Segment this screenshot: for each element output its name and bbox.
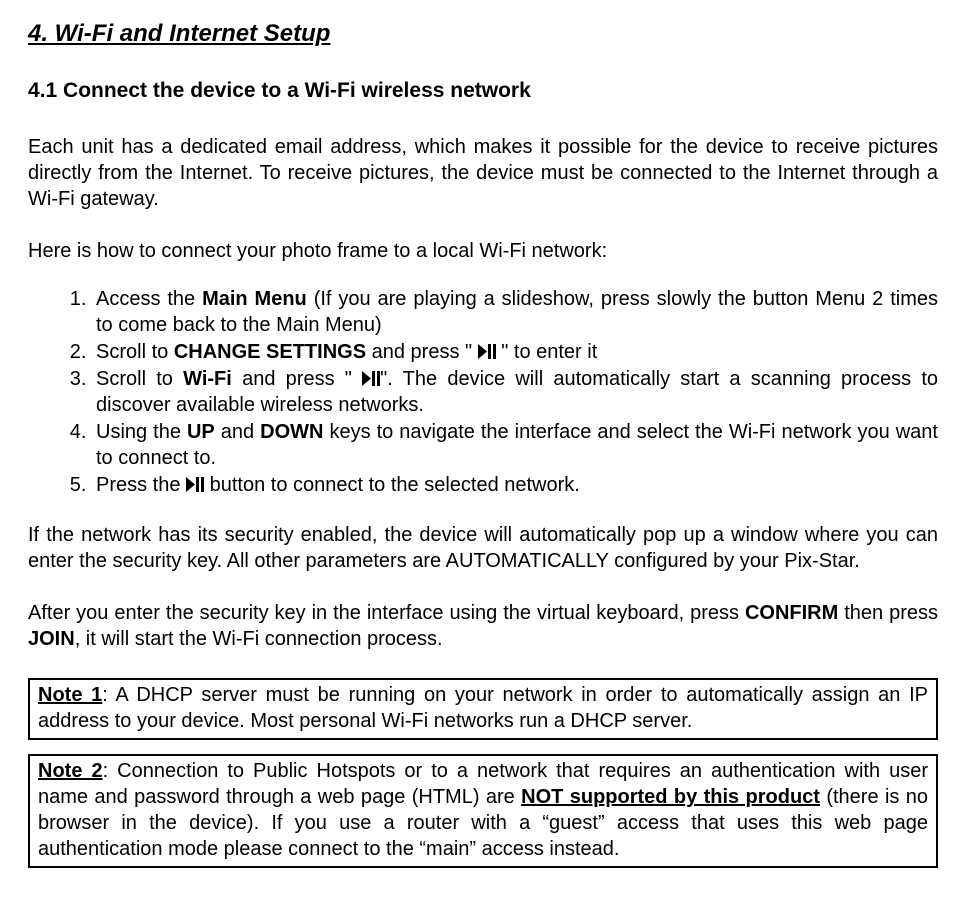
after-paragraph-1: If the network has its security enabled,… — [28, 522, 938, 574]
step-1: Access the Main Menu (If you are playing… — [92, 286, 938, 338]
note-1-body: : A DHCP server must be running on your … — [38, 684, 928, 732]
play-pause-icon — [478, 344, 496, 359]
lead-line: Here is how to connect your photo frame … — [28, 238, 938, 264]
intro-paragraph: Each unit has a dedicated email address,… — [28, 134, 938, 212]
note-2-label: Note 2 — [38, 760, 103, 782]
step-5: Press the button to connect to the selec… — [92, 472, 938, 498]
note-2-not-supported: NOT supported by this product — [521, 786, 820, 808]
note-1-box: Note 1: A DHCP server must be running on… — [28, 678, 938, 740]
play-pause-icon — [362, 371, 380, 386]
section-title: 4. Wi-Fi and Internet Setup — [28, 18, 938, 49]
note-2-box: Note 2: Connection to Public Hotspots or… — [28, 754, 938, 868]
subsection-title: 4.1 Connect the device to a Wi-Fi wirele… — [28, 77, 938, 104]
note-1-label: Note 1 — [38, 684, 102, 706]
step-2: Scroll to CHANGE SETTINGS and press " " … — [92, 339, 938, 365]
after-paragraph-2: After you enter the security key in the … — [28, 600, 938, 652]
step-4: Using the UP and DOWN keys to navigate t… — [92, 419, 938, 471]
steps-list: Access the Main Menu (If you are playing… — [28, 286, 938, 498]
step-3: Scroll to Wi-Fi and press " ". The devic… — [92, 366, 938, 418]
play-pause-icon — [186, 477, 204, 492]
